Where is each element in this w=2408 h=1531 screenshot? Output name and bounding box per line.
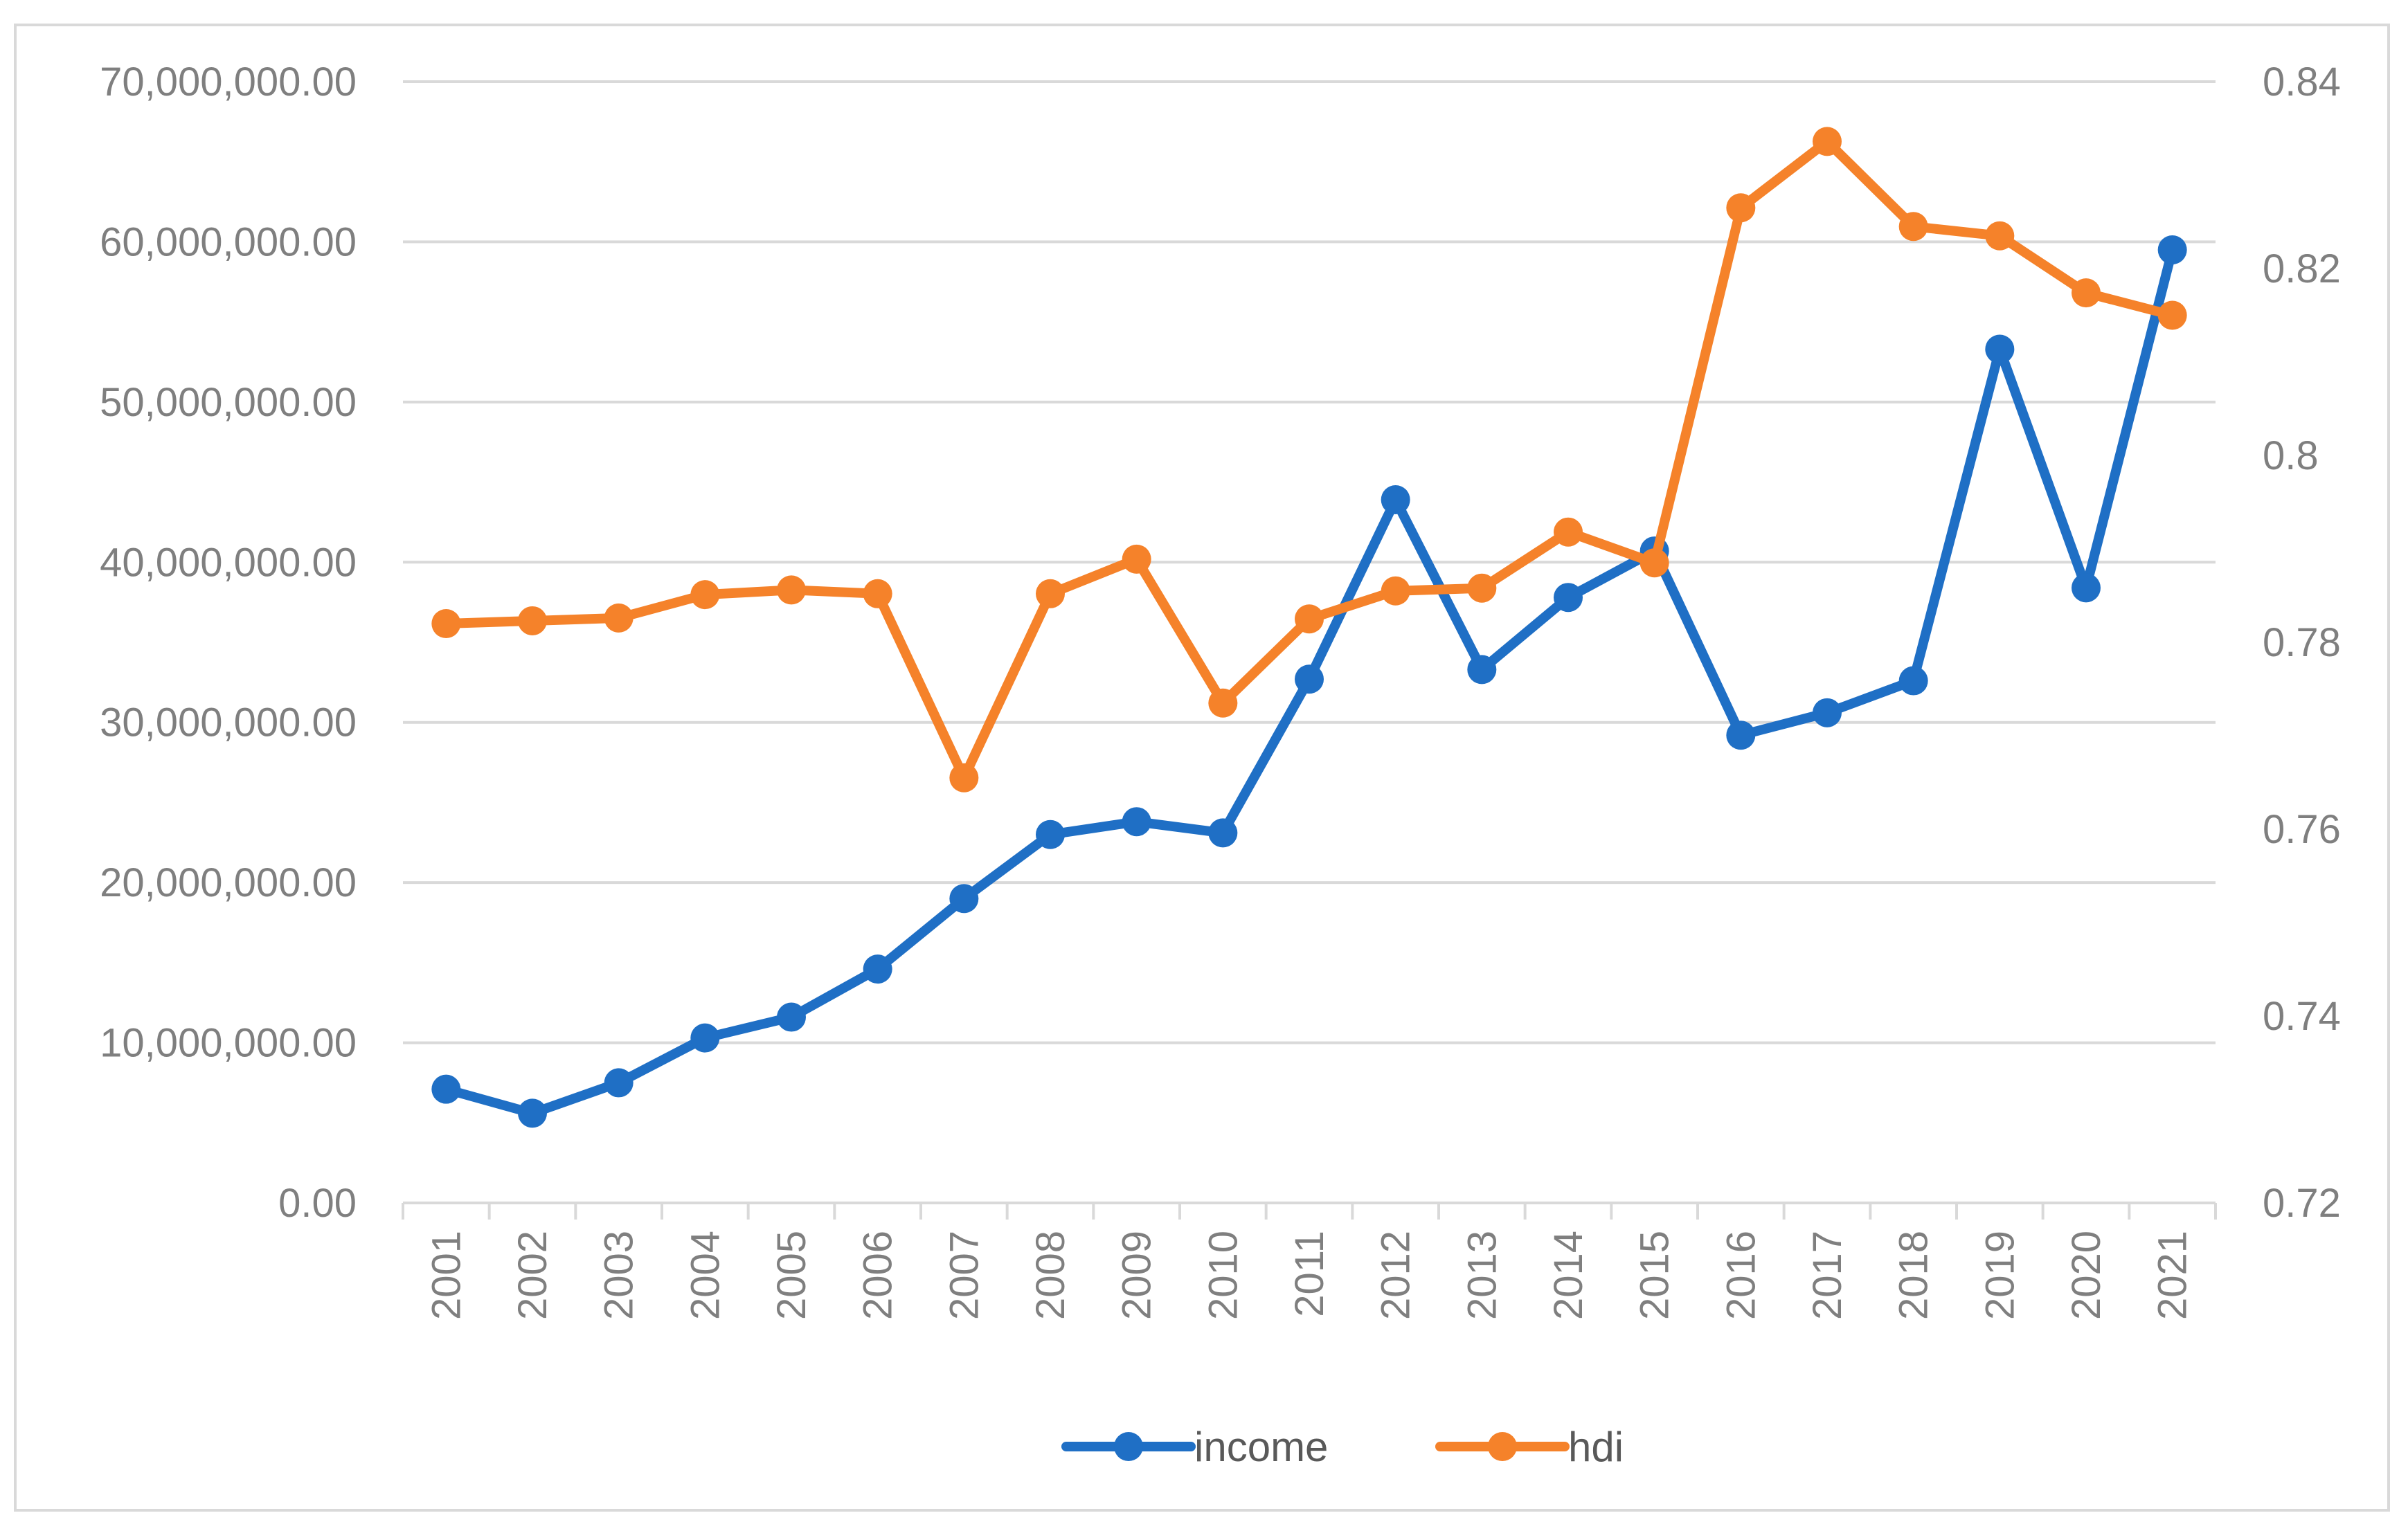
x-axis-tick-label: 2008 (1028, 1231, 1073, 1320)
x-axis-tick-label: 2006 (856, 1231, 901, 1320)
data-point-hdi (690, 580, 720, 610)
x-axis-tick-label: 2015 (1633, 1231, 1678, 1320)
x-axis-tick-label: 2011 (1287, 1231, 1332, 1317)
x-axis-tick-label: 2010 (1201, 1231, 1246, 1320)
x-axis-tick-label: 2019 (1977, 1231, 2022, 1320)
data-point-hdi (1122, 544, 1151, 574)
left-axis: 0.00 10,000,000.00 20,000,000.00 30,000,000… (100, 60, 357, 1226)
x-axis-tick-label: 2002 (510, 1231, 555, 1320)
data-point-hdi (604, 603, 634, 633)
data-point-hdi (1467, 573, 1497, 603)
right-axis-tick-label: 0.8 (2263, 433, 2319, 478)
data-point-hdi (777, 575, 806, 605)
legend: income hdi (1061, 1424, 1624, 1470)
data-point-income (604, 1068, 634, 1098)
x-axis-tick-label: 2004 (683, 1231, 728, 1320)
right-axis-tick-label: 0.74 (2263, 994, 2341, 1039)
right-axis-tick-label: 0.84 (2263, 60, 2341, 105)
legend-label-income: income (1194, 1424, 1328, 1470)
left-axis-tick-label: 10,000,000.00 (100, 1021, 357, 1066)
data-point-hdi (1554, 517, 1583, 547)
series (431, 127, 2187, 1128)
data-point-hdi (1036, 579, 1065, 608)
x-axis-tick-label: 2009 (1115, 1231, 1160, 1320)
data-point-hdi (1208, 688, 1238, 718)
right-axis: 0.72 0.74 0.76 0.78 0.8 0.82 0.84 (2263, 60, 2341, 1226)
gridlines (403, 80, 2216, 1044)
data-point-income (1036, 819, 1065, 849)
x-axis-tick-label: 2016 (1718, 1231, 1763, 1320)
data-point-hdi (1726, 193, 1756, 223)
data-point-hdi (1639, 548, 1669, 578)
left-axis-tick-label: 30,000,000.00 (100, 700, 357, 745)
x-axis: 2001 2002 2003 2004 2005 2006 2007 2008 2009 2010… (402, 1202, 2217, 1320)
x-axis-tick-label: 2003 (597, 1231, 642, 1320)
right-axis-tick-label: 0.76 (2263, 807, 2341, 852)
data-point-income (863, 954, 892, 984)
data-point-income (518, 1098, 547, 1128)
left-axis-tick-label: 70,000,000.00 (100, 60, 357, 105)
left-axis-tick-label: 0.00 (278, 1181, 357, 1226)
data-point-income (1295, 664, 1324, 694)
data-point-hdi (1898, 212, 1928, 242)
left-axis-tick-label: 40,000,000.00 (100, 540, 357, 585)
data-point-income (690, 1023, 720, 1053)
x-axis-tick-label: 2014 (1546, 1231, 1591, 1320)
data-point-hdi (863, 579, 892, 608)
legend-marker-income (1114, 1432, 1143, 1461)
data-point-hdi (1985, 221, 2015, 251)
legend-label-hdi: hdi (1568, 1424, 1624, 1470)
x-axis-tick-label: 2005 (769, 1231, 814, 1320)
x-axis-tick-label: 2012 (1374, 1231, 1419, 1320)
data-point-income (2072, 573, 2101, 603)
data-point-income (1726, 721, 1756, 750)
data-point-income (777, 1002, 806, 1032)
data-point-hdi (949, 763, 979, 792)
data-point-income (1381, 485, 1410, 515)
data-point-income (1122, 807, 1151, 837)
right-axis-tick-label: 0.82 (2263, 246, 2341, 291)
data-point-income (949, 884, 979, 914)
right-axis-tick-label: 0.72 (2263, 1181, 2341, 1226)
data-point-income (1813, 698, 1842, 727)
data-point-income (1985, 334, 2015, 364)
data-point-income (431, 1074, 461, 1104)
x-axis-tick-label: 2007 (942, 1231, 987, 1320)
data-point-income (2157, 235, 2187, 264)
data-point-income (1554, 583, 1583, 613)
data-point-hdi (431, 609, 461, 638)
legend-marker-hdi (1488, 1432, 1517, 1461)
data-point-hdi (1295, 604, 1324, 634)
data-point-hdi (2157, 300, 2187, 330)
x-axis-tick-label: 2020 (2064, 1231, 2109, 1320)
data-point-hdi (1813, 127, 1842, 156)
data-point-income (1208, 818, 1238, 848)
data-point-hdi (2072, 278, 2101, 308)
x-axis-tick-label: 2017 (1805, 1231, 1850, 1320)
x-axis-tick-label: 2001 (424, 1231, 469, 1320)
x-axis-tick-label: 2013 (1459, 1231, 1504, 1320)
left-axis-tick-label: 60,000,000.00 (100, 219, 357, 264)
x-axis-tick-label: 2018 (1892, 1231, 1937, 1320)
chart-border (14, 24, 2390, 1512)
right-axis-tick-label: 0.78 (2263, 620, 2341, 665)
data-point-hdi (1381, 576, 1410, 606)
left-axis-tick-label: 50,000,000.00 (100, 380, 357, 425)
x-axis-tick-label: 2021 (2150, 1231, 2195, 1320)
data-point-income (1467, 655, 1497, 685)
data-point-income (1898, 666, 1928, 696)
data-point-hdi (518, 606, 547, 635)
left-axis-tick-label: 20,000,000.00 (100, 860, 357, 905)
